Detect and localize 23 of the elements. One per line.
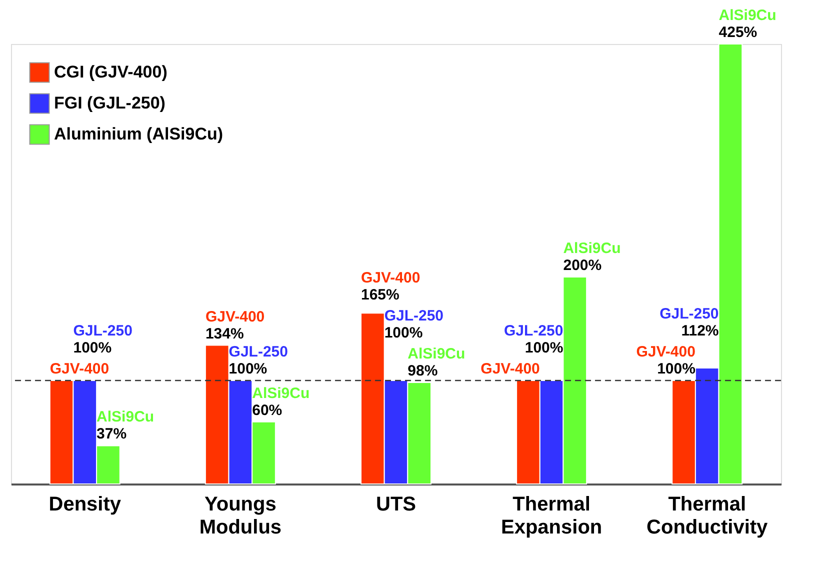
data-label: GJL-250 100% [384, 308, 444, 342]
data-label: GJV-400 100% [636, 343, 696, 378]
x-tick-label: Youngs Modulus [199, 494, 282, 538]
data-label: GJV-400 134% [205, 308, 265, 342]
data-label: AlSi9Cu 200% [563, 240, 621, 274]
data-label: AlSi9Cu 60% [252, 384, 310, 419]
data-label: GJV-400 165% [361, 270, 420, 304]
data-label: GJL-250 112% [660, 305, 719, 340]
data-label: GJV-400 [50, 360, 110, 378]
data-label: GJV-400 [480, 360, 540, 378]
legend-label: Aluminium (AlSi9Cu) [54, 124, 224, 144]
data-label: GJL-250 100% [73, 322, 132, 356]
legend-label: CGI (GJV-400) [54, 62, 168, 82]
data-label: AlSi9Cu 37% [96, 408, 154, 443]
x-tick-label: UTS [376, 494, 416, 516]
x-tick-label: Thermal Conductivity [646, 494, 769, 538]
x-tick-label: Density [48, 494, 122, 516]
data-label: AlSi9Cu 425% [718, 7, 776, 41]
data-label: AlSi9Cu 98% [408, 346, 466, 380]
data-label: GJL-250 100% [228, 343, 288, 378]
legend-label: FGI (GJL-250) [54, 94, 166, 112]
x-tick-label: Thermal Expansion [500, 494, 602, 538]
data-label: GJL-250 100% [504, 322, 564, 356]
